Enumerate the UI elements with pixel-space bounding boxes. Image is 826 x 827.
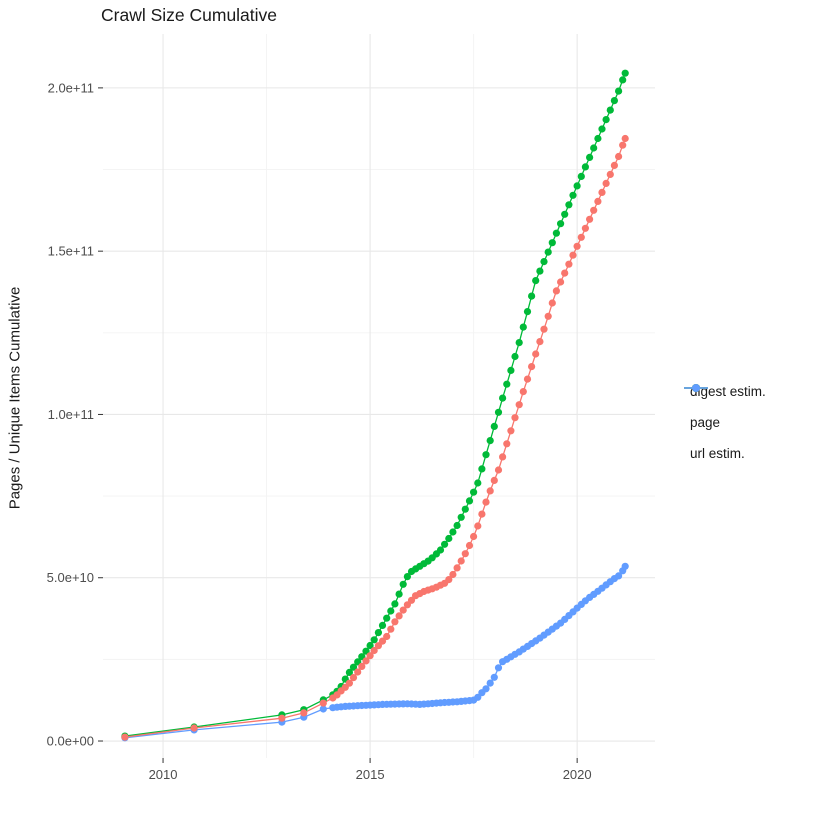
series-points-digest-estim- (121, 134, 629, 741)
y-axis-title: Pages / Unique Items Cumulative (6, 286, 24, 510)
legend-key-icon (684, 384, 708, 392)
y-tick-label: 0.0e+00 (47, 734, 94, 749)
x-axis-tick-labels: 2010 2015 2020 (149, 767, 592, 782)
series-points-url-estim- (121, 562, 629, 742)
legend-label: page (690, 414, 721, 430)
y-tick-label: 2.0e+11 (48, 80, 94, 95)
legend-item-page: page (683, 384, 766, 433)
y-tick-label: 1.0e+11 (48, 407, 94, 422)
y-tick-label: 5.0e+10 (47, 570, 94, 585)
legend-label: url estim. (690, 445, 745, 461)
x-tick-label: 2010 (149, 767, 178, 782)
legend-label: digest estim. (690, 383, 766, 399)
y-axis-tick-labels: 0.0e+00 5.0e+10 1.0e+11 1.5e+11 2.0e+11 (47, 80, 94, 748)
series-points-page (121, 69, 629, 740)
legend-item-url-estim-: url estim. (683, 384, 766, 464)
chart-title: Crawl Size Cumulative (101, 5, 278, 25)
y-tick-label: 1.5e+11 (48, 244, 94, 259)
gridlines-minor (103, 34, 655, 758)
gridlines-major (103, 34, 655, 758)
legend: digest estim. page url estim. (683, 380, 766, 473)
axis-tick-marks (98, 87, 578, 763)
x-tick-label: 2015 (356, 767, 385, 782)
x-tick-label: 2020 (563, 767, 592, 782)
